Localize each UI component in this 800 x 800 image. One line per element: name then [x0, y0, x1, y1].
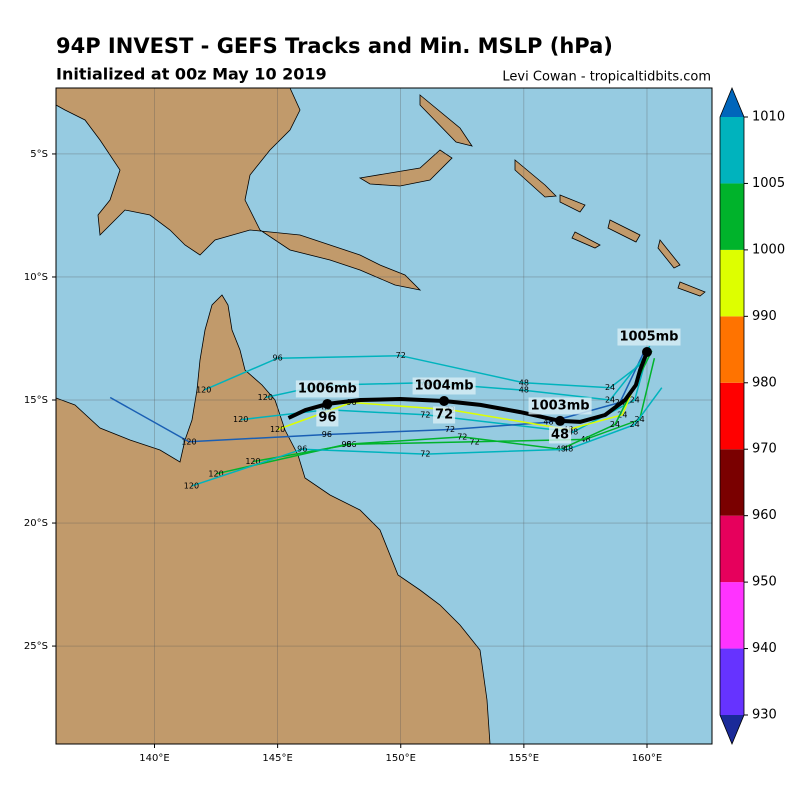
hour-label: 120	[233, 415, 248, 424]
y-tick-label: 15°S	[24, 395, 48, 406]
x-tick-label: 150°E	[386, 753, 416, 764]
hour-label: 120	[181, 437, 196, 446]
member-track	[203, 354, 643, 391]
member-track	[215, 350, 653, 475]
y-tick-label: 20°S	[24, 518, 48, 529]
subtitle: Initialized at 00z May 10 2019	[56, 65, 327, 84]
hour-label: 24	[610, 420, 620, 429]
hour-label: 48	[543, 418, 553, 427]
hour-label: 72	[396, 351, 406, 360]
hour-label: 24	[617, 410, 627, 419]
member-track	[240, 345, 651, 433]
colorbar-label: 1005	[752, 176, 785, 191]
colorbar-label: 950	[752, 575, 777, 590]
colorbar-extend-low	[720, 715, 744, 744]
colorbar-label: 930	[752, 708, 777, 723]
colorbar-segment	[720, 382, 744, 450]
mean-point	[322, 398, 333, 409]
mean-track	[287, 351, 649, 424]
hour-label: 48	[563, 445, 573, 454]
new-britain	[358, 149, 453, 187]
x-tick-label: 160°E	[632, 753, 662, 764]
colorbar-label: 970	[752, 442, 777, 457]
colorbar-segment	[720, 648, 744, 715]
hour-label: 120	[196, 386, 211, 395]
hour-label: 72	[445, 425, 455, 434]
colorbar-label: 980	[752, 375, 777, 390]
australia	[56, 294, 491, 744]
pressure-label: 1006mb	[298, 381, 357, 396]
colorbar-segment	[720, 316, 744, 383]
hour-label: 120	[258, 393, 273, 402]
colorbar-label: 1010	[752, 110, 785, 125]
label-box	[295, 380, 359, 398]
label-box	[316, 409, 339, 427]
hour-label: 72	[457, 432, 467, 441]
hour-label: 120	[184, 482, 199, 491]
hour-label: 72	[435, 407, 453, 422]
map-frame	[55, 87, 713, 745]
credit: Levi Cowan - tropicaltidbits.com	[502, 70, 711, 85]
hour-label: 96	[318, 410, 336, 425]
y-tick-label: 25°S	[24, 641, 48, 652]
hour-label: 120	[270, 425, 285, 434]
bougainville	[514, 159, 557, 198]
solomon-islands	[559, 194, 706, 297]
hour-label: 72	[420, 450, 430, 459]
hour-label: 120	[208, 469, 223, 478]
new-ireland	[419, 94, 473, 147]
x-tick-label: 155°E	[509, 753, 539, 764]
mean-point	[555, 415, 566, 426]
label-box	[617, 328, 681, 346]
hour-label: 96	[322, 430, 332, 439]
label-box	[549, 426, 572, 444]
colorbar-segment	[720, 249, 744, 317]
mean-point	[439, 395, 450, 406]
hour-label: 48	[519, 386, 529, 395]
hour-label: 24	[605, 396, 615, 405]
x-tick-label: 140°E	[139, 753, 169, 764]
hour-label: 120	[245, 457, 260, 466]
colorbar-label: 990	[752, 309, 777, 324]
hour-label: 24	[630, 396, 640, 405]
title: 94P INVEST - GEFS Tracks and Min. MSLP (…	[56, 34, 613, 58]
pressure-label: 1003mb	[531, 398, 590, 413]
hour-label: 96	[341, 440, 351, 449]
hour-label: 96	[273, 354, 283, 363]
colorbar-label: 940	[752, 641, 777, 656]
colorbar-label: 960	[752, 508, 777, 523]
y-tick-label: 5°S	[30, 149, 48, 160]
hour-label: 48	[551, 427, 569, 442]
colorbar-segment	[720, 183, 744, 250]
member-track	[191, 387, 663, 487]
hour-label: 24	[635, 415, 645, 424]
label-box	[412, 377, 476, 395]
hour-label: 96	[297, 445, 307, 454]
colorbar-segment	[720, 582, 744, 649]
colorbar-label: 1000	[752, 242, 785, 257]
hour-label: 48	[568, 427, 578, 436]
hour-label: 24	[605, 383, 615, 392]
label-box	[433, 406, 456, 424]
member-track	[277, 355, 648, 431]
colorbar-segment	[720, 117, 744, 184]
colorbar-segment	[720, 515, 744, 583]
x-tick-label: 145°E	[262, 753, 292, 764]
new-guinea	[56, 88, 422, 291]
y-tick-label: 10°S	[24, 272, 48, 283]
hour-label: 48	[519, 378, 529, 387]
pressure-label: 1005mb	[619, 330, 678, 345]
pressure-label: 1004mb	[415, 378, 474, 393]
colorbar-extend-high	[720, 88, 744, 117]
hour-label: 24	[630, 420, 640, 429]
colorbar-segment	[720, 449, 744, 516]
mean-point	[641, 347, 652, 358]
hour-label: 48	[580, 435, 590, 444]
hour-label: 72	[420, 410, 430, 419]
hour-label: 72	[470, 437, 480, 446]
land	[56, 88, 706, 744]
label-box	[528, 397, 592, 415]
